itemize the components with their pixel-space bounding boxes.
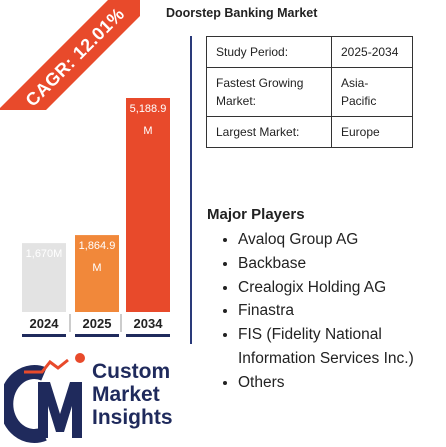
market-info-table: Study Period: 2025-2034 Fastest Growing … — [206, 36, 413, 148]
bar-2025 — [75, 235, 119, 312]
bar-2024 — [22, 243, 66, 312]
logo-line-2: Market — [92, 383, 160, 406]
tick-underline — [75, 334, 119, 337]
table-row: Fastest Growing Market: Asia-Pacific — [206, 67, 413, 117]
table-row: Study Period: 2025-2034 — [206, 36, 413, 68]
largest-market-value: Europe — [331, 116, 413, 148]
study-period-value: 2025-2034 — [331, 36, 413, 68]
cmi-logo-icon — [4, 353, 85, 443]
list-item: Others — [238, 371, 446, 395]
bar-chart: 1,670M 2024 1,864.9 M 2025 5,188.9 M 2034 — [22, 98, 170, 337]
study-period-key: Study Period: — [206, 36, 332, 68]
fastest-growing-value: Asia-Pacific — [331, 67, 413, 117]
major-players-list: Avaloq Group AG Backbase Crealogix Holdi… — [216, 228, 446, 395]
list-item: FIS (Fidelity National Information Servi… — [238, 323, 446, 371]
bar-value-label: 1,670M — [26, 248, 63, 260]
bar-value-label: M — [92, 262, 101, 274]
largest-market-key: Largest Market: — [206, 116, 332, 148]
x-tick-label: 2034 — [134, 316, 164, 331]
fastest-growing-key: Fastest Growing Market: — [206, 67, 332, 117]
major-players-title: Major Players — [207, 206, 305, 223]
tick-underline — [126, 334, 170, 337]
list-item: Crealogix Holding AG — [238, 276, 446, 300]
list-item: Backbase — [238, 252, 446, 276]
bar-value-label: 1,864.9 — [79, 240, 116, 252]
list-item: Finastra — [238, 299, 446, 323]
x-tick-label: 2024 — [30, 316, 60, 331]
bar-value-label: 5,188.9 — [130, 103, 167, 115]
divider-line — [190, 36, 192, 344]
logo-line-3: Insights — [92, 406, 173, 429]
tick-underline — [22, 334, 66, 337]
logo-wordmark: Custom Market Insights — [92, 360, 173, 429]
page-title: Doorstep Banking Market — [166, 6, 318, 20]
list-item: Avaloq Group AG — [238, 228, 446, 252]
x-tick-label: 2025 — [83, 316, 112, 331]
bar-value-label: M — [143, 125, 152, 137]
table-row: Largest Market: Europe — [206, 116, 413, 148]
bar-2034 — [126, 98, 170, 312]
logo-line-1: Custom — [92, 360, 171, 383]
